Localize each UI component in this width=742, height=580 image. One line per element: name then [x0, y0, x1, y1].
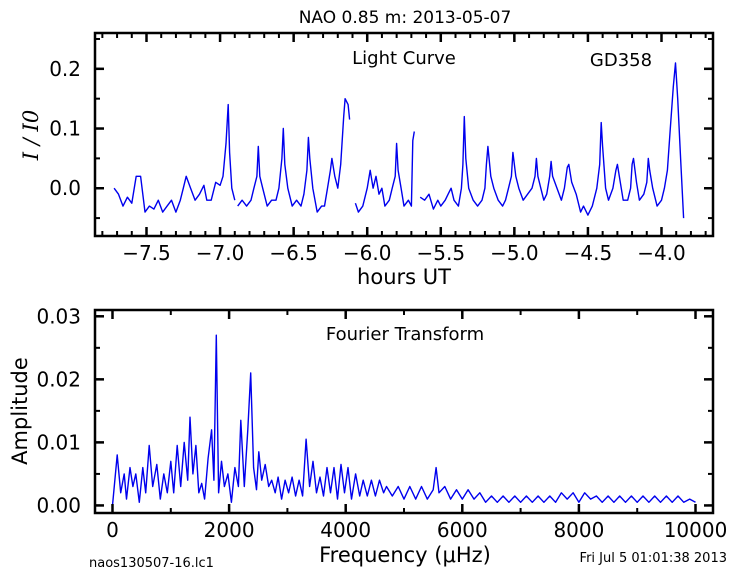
fourier-xtick-label: 4000 [320, 518, 371, 542]
light-curve-xtick-label: −4.0 [637, 241, 686, 265]
light-curve-xtick-label: −7.5 [122, 241, 171, 265]
fourier-ytick-label: 0.02 [36, 367, 81, 391]
fourier-xticks: 0 2000 4000 6000 8000 10000 [106, 310, 727, 542]
footer-timestamp: Fri Jul 5 01:01:38 2013 [580, 551, 727, 566]
fourier-trace-group [111, 334, 696, 506]
fourier-annotation: Fourier Transform [326, 324, 484, 345]
light-curve-xtick-label: −4.5 [564, 241, 613, 265]
light-curve-annotation: Light Curve [352, 48, 456, 69]
fourier-series-line [111, 334, 696, 506]
fourier-yticks: 0.00 0.01 0.02 0.03 [36, 304, 713, 517]
light-curve-ytick-label: 0.1 [49, 117, 81, 141]
light-curve-yticks: 0.0 0.1 0.2 [49, 37, 713, 220]
light-curve-xtick-label: −5.0 [490, 241, 539, 265]
star-name-annotation: GD358 [590, 50, 652, 71]
fourier-xtick-label: 0 [106, 518, 119, 542]
light-curve-xlabel: hours UT [357, 265, 451, 289]
light-curve-series-line [237, 98, 351, 213]
light-curve-ytick-label: 0.0 [49, 176, 81, 200]
light-curve-series-line [113, 103, 236, 213]
fourier-xtick-label: 10000 [664, 518, 728, 542]
light-curve-xtick-label: −7.0 [196, 241, 245, 265]
fourier-ylabel: Amplitude [8, 357, 32, 465]
fourier-xlabel: Frequency (μHz) [319, 543, 491, 567]
light-curve-ytick-label: 0.2 [49, 57, 81, 81]
light-curve-xtick-label: −6.5 [269, 241, 318, 265]
fourier-xtick-label: 8000 [553, 518, 604, 542]
light-curve-xtick-label: −6.0 [343, 241, 392, 265]
light-curve-trace-group [113, 62, 685, 219]
fourier-ytick-label: 0.01 [36, 430, 81, 454]
light-curve-xticks: −7.5 −7.0 −6.5 −6.0 −5.5 −5.0 −4.5 −4.0 [101, 33, 707, 265]
light-curve-panel: −7.5 −7.0 −6.5 −6.0 −5.5 −5.0 −4.5 −4.0 0.00.10… [19, 31, 715, 289]
footer-filename: naos130507-16.lc1 [89, 556, 214, 571]
light-curve-ylabel: I / I0 [19, 110, 43, 161]
fourier-panel: 0 2000 4000 6000 8000 10000 0.000.010.020.03 … [8, 304, 727, 567]
fourier-ytick-label: 0.00 [36, 493, 81, 517]
fourier-ytick-label: 0.03 [36, 304, 81, 328]
fourier-xtick-label: 6000 [437, 518, 488, 542]
light-curve-series-line [419, 62, 685, 219]
light-curve-series-line [354, 131, 415, 213]
figure-title: NAO 0.85 m: 2013-05-07 [299, 8, 512, 28]
light-curve-frame [93, 31, 715, 238]
fourier-xtick-label: 2000 [204, 518, 255, 542]
light-curve-xtick-label: −5.5 [416, 241, 465, 265]
